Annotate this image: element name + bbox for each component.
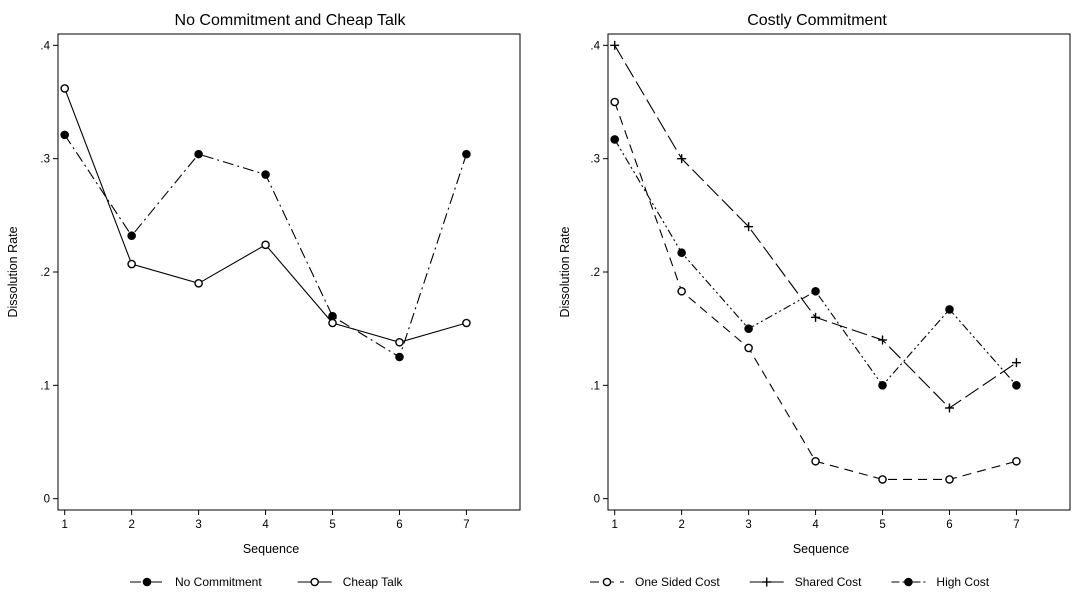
x-tick-label: 4	[262, 519, 269, 531]
y-tick-label: .2	[40, 267, 50, 279]
data-point	[878, 381, 887, 390]
data-point	[60, 130, 69, 140]
y-tick-label: .4	[590, 40, 600, 52]
data-point	[1012, 456, 1021, 466]
data-point	[811, 456, 820, 466]
data-point	[610, 97, 619, 107]
series-line-2	[614, 45, 1017, 409]
legend-item-1: One Sided Cost	[590, 575, 720, 589]
data-point	[328, 318, 337, 328]
plot-frame	[607, 33, 1071, 511]
x-tick-label: 4	[812, 519, 819, 531]
x-tick-label: 3	[195, 519, 201, 531]
data-point	[744, 222, 754, 232]
y-tick-label: .4	[40, 40, 50, 52]
x-tick-label: 1	[61, 519, 67, 531]
data-point	[194, 279, 203, 288]
data-point	[878, 335, 888, 345]
series-line-2	[64, 88, 467, 343]
data-point	[127, 259, 136, 269]
y-tick-label: .3	[590, 154, 600, 166]
data-point	[261, 240, 270, 250]
x-axis-label: Sequence	[243, 542, 299, 556]
data-point	[462, 149, 471, 159]
x-tick-label: 6	[396, 519, 402, 531]
data-point	[395, 352, 404, 362]
legend-item-2: Cheap Talk	[297, 575, 404, 589]
x-tick-label: 2	[678, 519, 684, 531]
data-point	[194, 149, 203, 159]
data-point	[610, 135, 619, 144]
chart-panel-2: Costly Commitment 0 .1 .2 .3 .4 1 2 3 4 5 6 7 Sequenc…	[558, 12, 1071, 589]
x-tick-label: 6	[946, 519, 952, 531]
data-point	[744, 324, 753, 333]
x-tick-label: 1	[611, 519, 617, 531]
legend-marker	[904, 577, 913, 587]
data-point	[811, 286, 820, 296]
x-tick-label: 3	[745, 519, 751, 531]
x-tick-label: 2	[128, 519, 134, 531]
y-axis-label: Dissolution Rate	[558, 226, 572, 317]
chart-title: No Commitment and Cheap Talk	[175, 12, 407, 29]
x-tick-label: 7	[463, 519, 469, 531]
data-point	[261, 170, 270, 179]
data-point	[945, 305, 954, 314]
y-tick-label: 0	[594, 494, 600, 506]
series-line-3	[614, 139, 1017, 387]
legend-label: No Commitment	[175, 575, 262, 589]
data-point	[944, 403, 954, 413]
data-point	[1011, 358, 1021, 368]
legend-marker	[310, 577, 319, 587]
legend-item-3: High Cost	[891, 575, 990, 589]
data-point	[462, 318, 471, 328]
data-point	[610, 40, 620, 50]
chart-title: Costly Commitment	[747, 12, 887, 29]
y-axis-label: Dissolution Rate	[6, 226, 20, 317]
data-point	[60, 84, 69, 93]
x-tick-label: 7	[1013, 519, 1019, 531]
legend-label: Cheap Talk	[343, 575, 404, 589]
y-tick-label: .1	[40, 380, 50, 392]
legend-marker	[762, 577, 772, 587]
legend-item-1: No Commitment	[130, 575, 262, 589]
data-point	[677, 248, 686, 258]
y-tick-label: .1	[590, 380, 600, 392]
data-point	[811, 312, 821, 322]
data-point	[127, 231, 136, 241]
x-axis-label: Sequence	[793, 542, 849, 556]
legend-marker	[142, 577, 152, 587]
data-point	[945, 475, 954, 484]
x-tick-label: 5	[329, 519, 335, 531]
legend-marker	[602, 577, 612, 587]
legend-item-2: Shared Cost	[749, 575, 862, 589]
legend-label: Shared Cost	[795, 575, 862, 589]
data-point	[677, 154, 687, 164]
legend-label: High Cost	[936, 575, 989, 589]
x-tick-label: 5	[879, 519, 885, 531]
legend-label: One Sided Cost	[635, 575, 720, 589]
y-tick-label: .2	[590, 267, 600, 279]
data-point	[744, 343, 753, 353]
chart-panel-1: No Commitment and Cheap Talk 0 .1 .2 .3 .4 1 2 3…	[6, 12, 521, 589]
y-tick-label: 0	[44, 494, 50, 506]
data-point	[1012, 381, 1021, 390]
y-tick-label: .3	[40, 154, 50, 166]
data-point	[395, 337, 404, 347]
data-point	[677, 286, 686, 296]
data-point	[878, 475, 887, 484]
